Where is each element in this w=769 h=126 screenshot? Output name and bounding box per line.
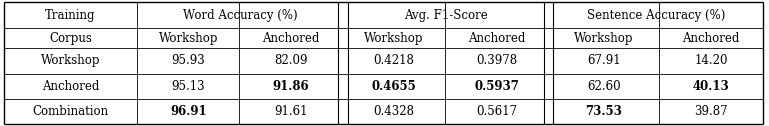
Text: Word Accuracy (%): Word Accuracy (%) [183,9,298,22]
Text: Combination: Combination [32,105,108,118]
Text: Anchored: Anchored [262,32,320,45]
Text: 0.4328: 0.4328 [374,105,414,118]
Text: 14.20: 14.20 [694,54,727,67]
Text: 39.87: 39.87 [694,105,727,118]
Text: Anchored: Anchored [682,32,740,45]
Text: 96.91: 96.91 [170,105,207,118]
Text: Workshop: Workshop [574,32,634,45]
Text: Anchored: Anchored [468,32,525,45]
Text: Anchored: Anchored [42,80,99,93]
Text: Training: Training [45,9,96,22]
Text: 91.86: 91.86 [273,80,309,93]
Text: 95.13: 95.13 [171,80,205,93]
Text: Workshop: Workshop [365,32,424,45]
Text: 82.09: 82.09 [275,54,308,67]
Text: Workshop: Workshop [41,54,100,67]
Text: 62.60: 62.60 [587,80,621,93]
Text: 67.91: 67.91 [587,54,621,67]
Text: Corpus: Corpus [49,32,92,45]
Text: 0.3978: 0.3978 [476,54,518,67]
Text: Avg. F1-Score: Avg. F1-Score [404,9,488,22]
Text: 0.5937: 0.5937 [474,80,519,93]
Text: 95.93: 95.93 [171,54,205,67]
Text: 0.5617: 0.5617 [476,105,518,118]
Text: Sentence Accuracy (%): Sentence Accuracy (%) [587,9,725,22]
Text: 0.4218: 0.4218 [374,54,414,67]
Text: 40.13: 40.13 [693,80,729,93]
Text: 91.61: 91.61 [275,105,308,118]
Text: 73.53: 73.53 [585,105,622,118]
Text: Workshop: Workshop [158,32,218,45]
Text: 0.4655: 0.4655 [371,80,416,93]
